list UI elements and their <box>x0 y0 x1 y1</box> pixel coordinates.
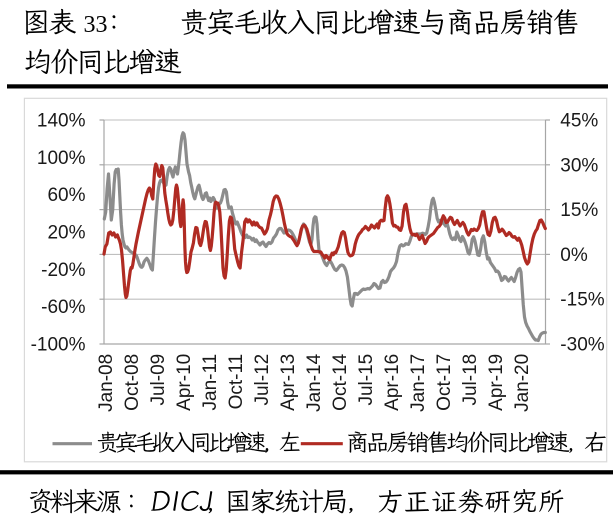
svg-text:Apr-13: Apr-13 <box>278 354 299 411</box>
svg-text:140%: 140% <box>37 111 86 132</box>
svg-text:45%: 45% <box>560 111 598 132</box>
svg-text:Oct-14: Oct-14 <box>330 353 351 410</box>
svg-text:Jul-15: Jul-15 <box>356 354 377 406</box>
svg-text:Oct-11: Oct-11 <box>226 354 247 410</box>
svg-text:15%: 15% <box>560 200 598 221</box>
svg-text:-20%: -20% <box>41 260 85 281</box>
svg-text:Apr-16: Apr-16 <box>382 354 403 411</box>
svg-text:Oct-17: Oct-17 <box>434 354 455 411</box>
svg-text:Jan-17: Jan-17 <box>408 354 429 412</box>
svg-text:30%: 30% <box>560 155 598 176</box>
svg-text:-30%: -30% <box>560 335 604 356</box>
svg-text:Jan-08: Jan-08 <box>96 354 117 412</box>
svg-text:33: 33 <box>84 12 108 38</box>
svg-text:Jan-20: Jan-20 <box>512 354 533 412</box>
svg-text:Apr-10: Apr-10 <box>174 354 195 411</box>
svg-text:Jan-14: Jan-14 <box>304 353 325 412</box>
svg-text:-100%: -100% <box>31 335 86 356</box>
svg-text:60%: 60% <box>47 185 85 206</box>
svg-text:Jan-11: Jan-11 <box>200 354 221 411</box>
svg-text:Apr-19: Apr-19 <box>486 354 507 411</box>
svg-text:-60%: -60% <box>41 297 85 318</box>
svg-text:0%: 0% <box>560 245 588 266</box>
svg-text:20%: 20% <box>47 223 85 244</box>
svg-text:Jul-09: Jul-09 <box>148 354 169 406</box>
svg-text:Jul-12: Jul-12 <box>252 354 273 406</box>
svg-text:100%: 100% <box>37 148 86 169</box>
svg-text:-15%: -15% <box>560 290 604 311</box>
svg-text:Oct-08: Oct-08 <box>122 354 143 411</box>
svg-text:Jul-18: Jul-18 <box>460 354 481 406</box>
